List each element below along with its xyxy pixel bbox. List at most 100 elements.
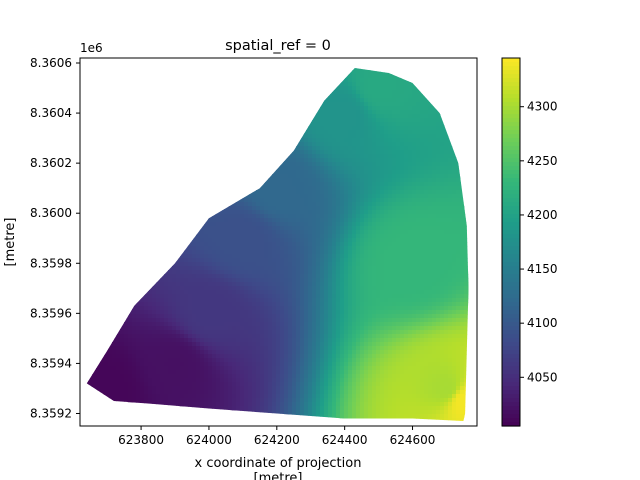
heat-cell (296, 198, 301, 203)
heat-cell (208, 242, 213, 247)
heat-cell (308, 234, 313, 239)
heat-cell (272, 206, 277, 211)
heat-cell (436, 174, 441, 179)
heat-cell (444, 150, 449, 155)
heat-cell (196, 238, 201, 243)
heat-cell (312, 118, 317, 123)
heat-cell (260, 186, 265, 191)
heat-cell (412, 138, 417, 143)
heat-cell (452, 222, 457, 227)
heat-cell (424, 134, 429, 139)
heat-cell (364, 230, 369, 235)
heat-cell (392, 194, 397, 199)
heat-cell (296, 218, 301, 223)
heat-cell (312, 138, 317, 143)
heat-cell (260, 214, 265, 219)
heat-cell (424, 142, 429, 147)
heat-cell (360, 74, 365, 79)
heat-cell (360, 182, 365, 187)
heat-cell (332, 186, 337, 191)
heat-cell (320, 194, 325, 199)
heat-cell (392, 166, 397, 171)
heat-cell (332, 254, 337, 259)
heat-cell (300, 210, 305, 215)
heat-cell (388, 186, 393, 191)
heat-cell (340, 190, 345, 195)
heat-cell (396, 158, 401, 163)
heat-cell (452, 226, 457, 231)
heat-cell (316, 214, 321, 219)
heat-cell (292, 170, 297, 175)
heat-cell (244, 210, 249, 215)
heat-cell (392, 234, 397, 239)
heat-cell (264, 190, 269, 195)
heat-cell (408, 178, 413, 183)
heat-cell (404, 190, 409, 195)
heat-cell (344, 178, 349, 183)
heat-cell (308, 210, 313, 215)
heat-cell (268, 218, 273, 223)
heat-cell (392, 170, 397, 175)
heat-cell (204, 242, 209, 247)
heat-cell (320, 162, 325, 167)
heat-cell (420, 226, 425, 231)
heat-cell (448, 222, 453, 227)
heat-cell (428, 194, 433, 199)
heat-cell (412, 146, 417, 151)
heat-cell (344, 118, 349, 123)
heat-cell (284, 182, 289, 187)
heat-cell (432, 242, 437, 247)
heat-cell (348, 178, 353, 183)
heat-cell (376, 226, 381, 231)
heat-cell (388, 194, 393, 199)
heat-cell (320, 238, 325, 243)
heat-cell (348, 130, 353, 135)
heat-cell (328, 222, 333, 227)
heat-cell (388, 214, 393, 219)
heat-cell (316, 154, 321, 159)
heat-cell (332, 182, 337, 187)
heat-cell (408, 110, 413, 115)
heat-cell (336, 178, 341, 183)
heat-cell (304, 154, 309, 159)
heat-cell (220, 210, 225, 215)
heat-cell (420, 230, 425, 235)
heat-cell (428, 146, 433, 151)
heat-cell (436, 246, 441, 251)
heat-cell (436, 206, 441, 211)
heat-cell (384, 74, 389, 79)
heat-cell (344, 166, 349, 171)
heat-cell (328, 198, 333, 203)
heat-cell (352, 182, 357, 187)
heat-cell (344, 154, 349, 159)
heat-cell (384, 146, 389, 151)
heat-cell (344, 146, 349, 151)
heat-cell (436, 238, 441, 243)
heat-cell (456, 186, 461, 191)
heat-cell (408, 218, 413, 223)
heat-cell (280, 202, 285, 207)
heat-cell (308, 166, 313, 171)
heat-cell (412, 94, 417, 99)
heat-cell (328, 130, 333, 135)
heat-cell (412, 118, 417, 123)
heat-cell (392, 126, 397, 131)
heat-cell (348, 114, 353, 119)
heat-cell (296, 158, 301, 163)
heat-cell (352, 68, 357, 71)
heat-cell (376, 130, 381, 135)
heat-cell (232, 254, 237, 259)
heat-cell (344, 114, 349, 119)
heat-cell (264, 198, 269, 203)
heat-cell (392, 178, 397, 183)
heat-cell (240, 234, 245, 239)
heat-cell (328, 138, 333, 143)
heat-cell (340, 238, 345, 243)
heat-cell (276, 170, 281, 175)
heat-cell (400, 130, 405, 135)
heat-cell (388, 134, 393, 139)
heat-cell (276, 202, 281, 207)
heat-cell (320, 150, 325, 155)
heat-cell (392, 218, 397, 223)
heat-cell (400, 222, 405, 227)
